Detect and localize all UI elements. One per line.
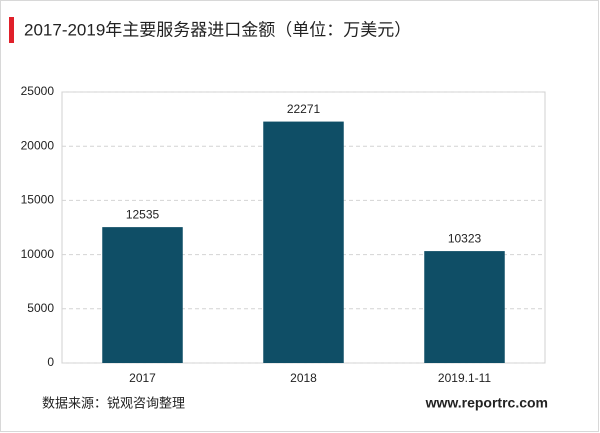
data-label: 12535 bbox=[126, 207, 160, 221]
bar bbox=[102, 227, 183, 363]
y-tick-label: 25000 bbox=[21, 84, 55, 98]
bar bbox=[424, 251, 505, 363]
source-note: 数据来源：锐观咨询整理 bbox=[42, 395, 185, 410]
website: www.reportrc.com bbox=[425, 395, 548, 411]
y-tick-label: 5000 bbox=[27, 301, 54, 315]
x-tick-label: 2019.1-11 bbox=[438, 371, 491, 385]
y-tick-label: 15000 bbox=[21, 193, 55, 207]
x-tick-label: 2017 bbox=[129, 371, 156, 385]
bar bbox=[263, 121, 344, 363]
data-label: 22271 bbox=[287, 102, 321, 116]
title-accent bbox=[9, 17, 14, 43]
y-tick-label: 20000 bbox=[21, 138, 55, 152]
x-tick-label: 2018 bbox=[290, 371, 317, 385]
chart-title: 2017-2019年主要服务器进口金额（单位：万美元） bbox=[24, 20, 411, 39]
y-tick-label: 10000 bbox=[21, 247, 55, 261]
data-label: 10323 bbox=[448, 231, 482, 245]
y-tick-label: 0 bbox=[47, 355, 54, 369]
